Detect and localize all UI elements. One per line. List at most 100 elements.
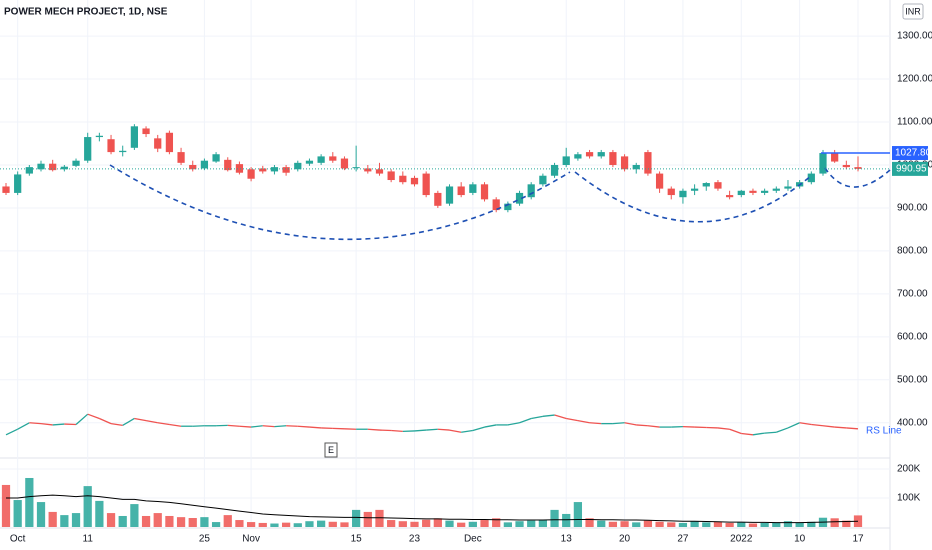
rs-line-segment bbox=[612, 422, 625, 425]
rs-line-segment bbox=[764, 431, 777, 434]
volume-bar bbox=[165, 515, 174, 527]
candle-body bbox=[189, 164, 197, 170]
candle-body bbox=[527, 184, 535, 198]
candle-body bbox=[539, 175, 547, 185]
candle-body bbox=[585, 152, 594, 157]
volume-bar bbox=[211, 522, 221, 527]
candle-body bbox=[2, 186, 10, 193]
candle-body bbox=[761, 190, 769, 193]
rs-line-segment bbox=[110, 422, 123, 426]
candle-body bbox=[480, 184, 489, 200]
candle-body bbox=[165, 132, 174, 153]
volume-bar bbox=[433, 518, 442, 527]
volume-bar bbox=[118, 515, 127, 527]
volume-bar bbox=[106, 513, 116, 527]
candle-body bbox=[107, 139, 115, 153]
rs-line-segment bbox=[741, 432, 754, 436]
candle-body bbox=[515, 192, 524, 204]
candle-body bbox=[364, 168, 372, 172]
candle-body bbox=[725, 195, 734, 198]
candle-body bbox=[25, 167, 33, 174]
candle-body bbox=[282, 167, 290, 173]
volume-bar bbox=[1, 484, 11, 527]
rs-line-segment bbox=[227, 424, 240, 427]
rs-line-segment bbox=[811, 423, 824, 427]
volume-bar bbox=[83, 486, 92, 527]
candle-body bbox=[469, 184, 477, 193]
rs-line-segment bbox=[75, 413, 89, 425]
candle-body bbox=[655, 173, 664, 189]
volume-bar bbox=[760, 522, 769, 527]
currency-box[interactable] bbox=[902, 3, 924, 20]
candle-body bbox=[247, 169, 255, 179]
rs-line-segment bbox=[297, 425, 310, 428]
volume-bar bbox=[375, 509, 384, 527]
candle-body bbox=[305, 160, 314, 164]
x-tick-label: 11 bbox=[83, 534, 94, 545]
volume-bar bbox=[328, 521, 337, 527]
y-tick-label: 400.00 bbox=[897, 417, 928, 428]
rs-line-segment bbox=[145, 419, 158, 424]
volume-bar bbox=[842, 520, 851, 527]
candle-body bbox=[667, 188, 675, 196]
rs-line-segment bbox=[391, 429, 403, 433]
high-tag bbox=[892, 146, 928, 161]
candle-body bbox=[224, 159, 232, 171]
volume-bar bbox=[363, 511, 372, 527]
volume-bar bbox=[492, 518, 501, 527]
y-tick-label: 1300.00 bbox=[897, 31, 932, 42]
rs-line-segment bbox=[822, 425, 835, 428]
rs-line-segment bbox=[157, 422, 170, 426]
candle-body bbox=[550, 164, 559, 176]
rs-line-segment bbox=[239, 425, 252, 428]
volume-bar bbox=[398, 521, 407, 527]
chart-title: POWER MECH PROJECT, 1D, NSE bbox=[4, 7, 168, 18]
rs-line-segment bbox=[717, 427, 730, 430]
volume-bar bbox=[60, 515, 69, 527]
volume-bar bbox=[538, 519, 547, 527]
candle-body bbox=[807, 173, 815, 183]
volume-bar bbox=[95, 500, 104, 527]
candle-body bbox=[340, 158, 349, 169]
volume-bar bbox=[235, 520, 244, 527]
volume-bar bbox=[678, 522, 688, 527]
handle-arc bbox=[574, 171, 813, 223]
volume-bar bbox=[783, 521, 793, 527]
rs-line-segment bbox=[262, 425, 275, 428]
volume-bar bbox=[457, 522, 466, 527]
volume-bar bbox=[387, 520, 396, 527]
volume-bar bbox=[608, 521, 618, 527]
candle-body bbox=[387, 171, 395, 181]
rs-line-segment bbox=[776, 427, 789, 433]
rs-line-segment bbox=[799, 422, 812, 426]
candle-body bbox=[294, 162, 302, 170]
volume-tick-label: 100K bbox=[897, 493, 921, 504]
volume-bar bbox=[352, 509, 361, 527]
candle-body bbox=[130, 126, 139, 148]
volume-bar bbox=[141, 515, 151, 527]
candle-body bbox=[410, 177, 419, 185]
candle-body bbox=[399, 175, 407, 183]
candle-body bbox=[317, 156, 325, 163]
earnings-box[interactable] bbox=[324, 442, 338, 458]
rs-line-segment bbox=[589, 422, 602, 425]
volume-bar bbox=[176, 517, 186, 527]
x-tick-label: 25 bbox=[199, 534, 211, 545]
rs-line-segment bbox=[449, 429, 462, 433]
volume-tick-label: 200K bbox=[897, 464, 921, 475]
candle-body bbox=[457, 186, 465, 196]
candle-body bbox=[154, 138, 162, 149]
candle-body bbox=[690, 188, 699, 191]
rs-line-segment bbox=[122, 417, 135, 426]
rs-line-label: RS Line bbox=[866, 425, 902, 436]
volume-bar bbox=[655, 521, 664, 527]
rs-line-segment bbox=[40, 422, 53, 426]
volume-bar bbox=[422, 519, 431, 527]
volume-bar bbox=[643, 520, 653, 527]
candle-body bbox=[574, 154, 582, 159]
volume-bar bbox=[468, 521, 477, 527]
candle-body bbox=[212, 154, 220, 162]
volume-bar bbox=[317, 520, 326, 527]
candle-body bbox=[259, 168, 267, 172]
